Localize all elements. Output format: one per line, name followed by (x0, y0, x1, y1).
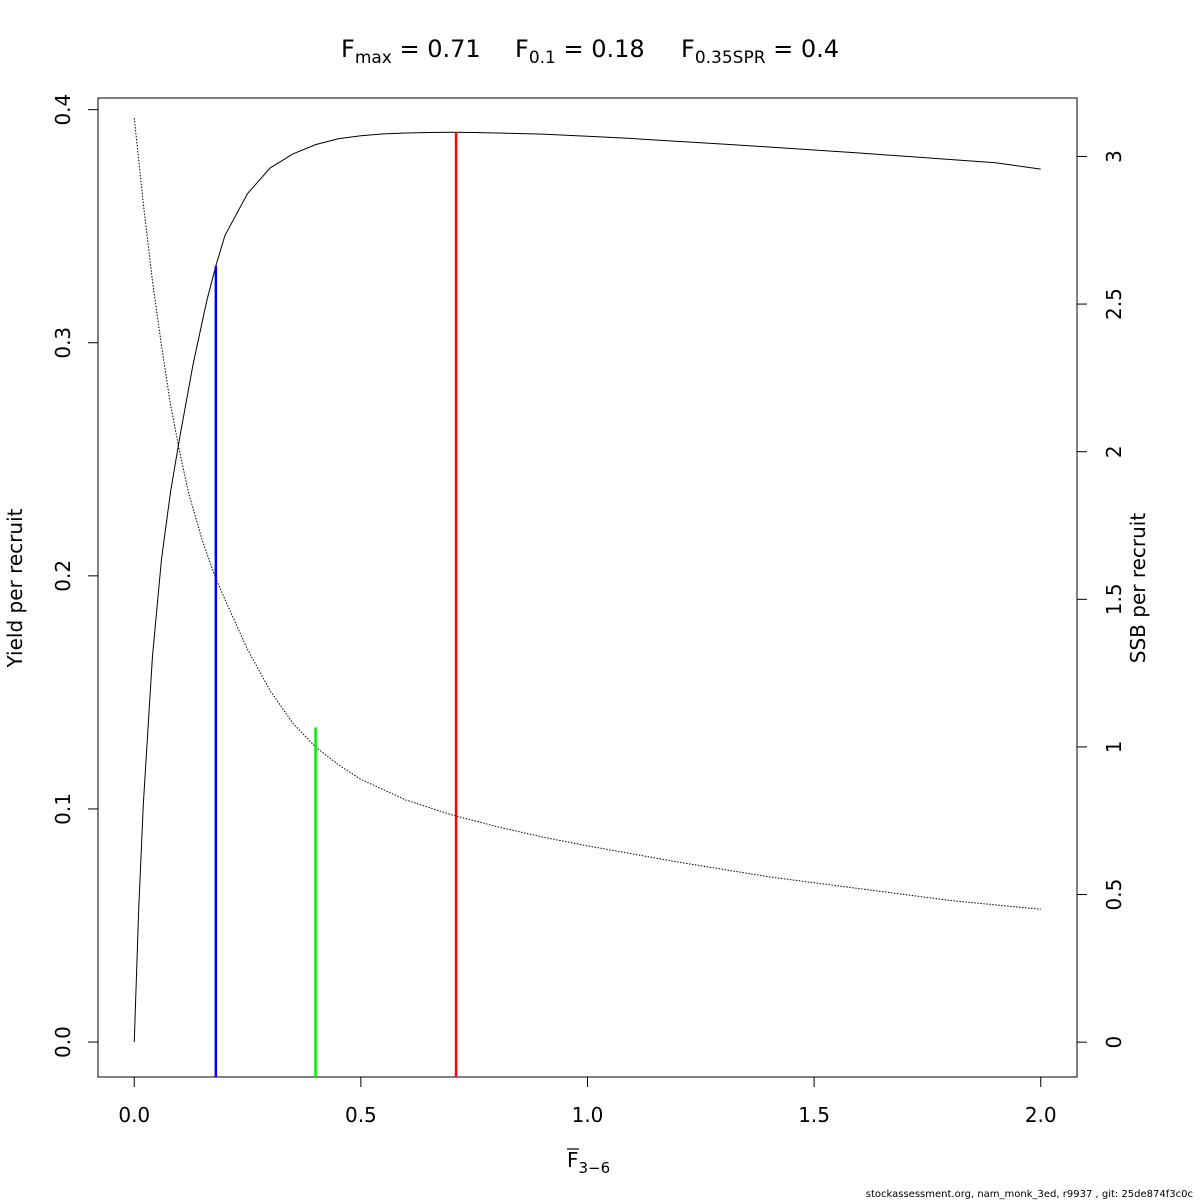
y-axis-left: 0.0 0.1 0.2 0.3 0.4 (51, 94, 98, 1058)
y2-tick-label: 1 (1102, 741, 1126, 754)
svg-text:F3−6: F3−6 (567, 1148, 610, 1177)
y2-tick-label: 1.5 (1102, 583, 1126, 615)
x-tick-label: 1.5 (798, 1103, 830, 1127)
chart-title: Fmax = 0.71 F0.1 = 0.18 F0.35SPR = 0.4 (341, 35, 839, 68)
y2-tick-label: 3 (1102, 150, 1126, 163)
y-tick-label: 0.0 (51, 1026, 75, 1058)
footer-credit: stockassessment.org, nam_monk_3ed, r9937… (866, 1189, 1193, 1200)
y-tick-label: 0.4 (51, 94, 75, 126)
y2-tick-label: 2 (1102, 445, 1126, 458)
y-tick-label: 0.2 (51, 560, 75, 592)
title-f01: F0.1 = 0.18 (515, 35, 645, 68)
yield-per-recruit-line (133, 131, 1041, 1043)
y2-tick-label: 0 (1102, 1036, 1126, 1049)
y-axis-label: Yield per recruit (3, 508, 27, 668)
y2-tick-label: 2.5 (1102, 288, 1126, 320)
plot-frame (97, 97, 1078, 1078)
y2-tick-label: 0.5 (1102, 879, 1126, 911)
x-axis-label: F3−6 (567, 1148, 610, 1177)
x-tick-label: 0.0 (118, 1103, 150, 1127)
series-layer (133, 118, 1041, 1043)
x-tick-label: 0.5 (345, 1103, 377, 1127)
ssb-per-recruit-line (133, 118, 1041, 910)
title-fspr: F0.35SPR = 0.4 (681, 35, 839, 68)
reference-lines (214, 132, 458, 1077)
x-tick-label: 2.0 (1025, 1103, 1057, 1127)
y-axis-right: 0 0.5 1 1.5 2 2.5 3 (1077, 150, 1126, 1049)
x-axis: 0.0 0.5 1.0 1.5 2.0 (118, 1077, 1057, 1127)
y-tick-label: 0.3 (51, 327, 75, 359)
y-tick-label: 0.1 (51, 793, 75, 825)
x-tick-label: 1.0 (572, 1103, 604, 1127)
title-fmax: Fmax = 0.71 (341, 35, 481, 68)
y2-axis-label: SSB per recruit (1126, 513, 1150, 664)
